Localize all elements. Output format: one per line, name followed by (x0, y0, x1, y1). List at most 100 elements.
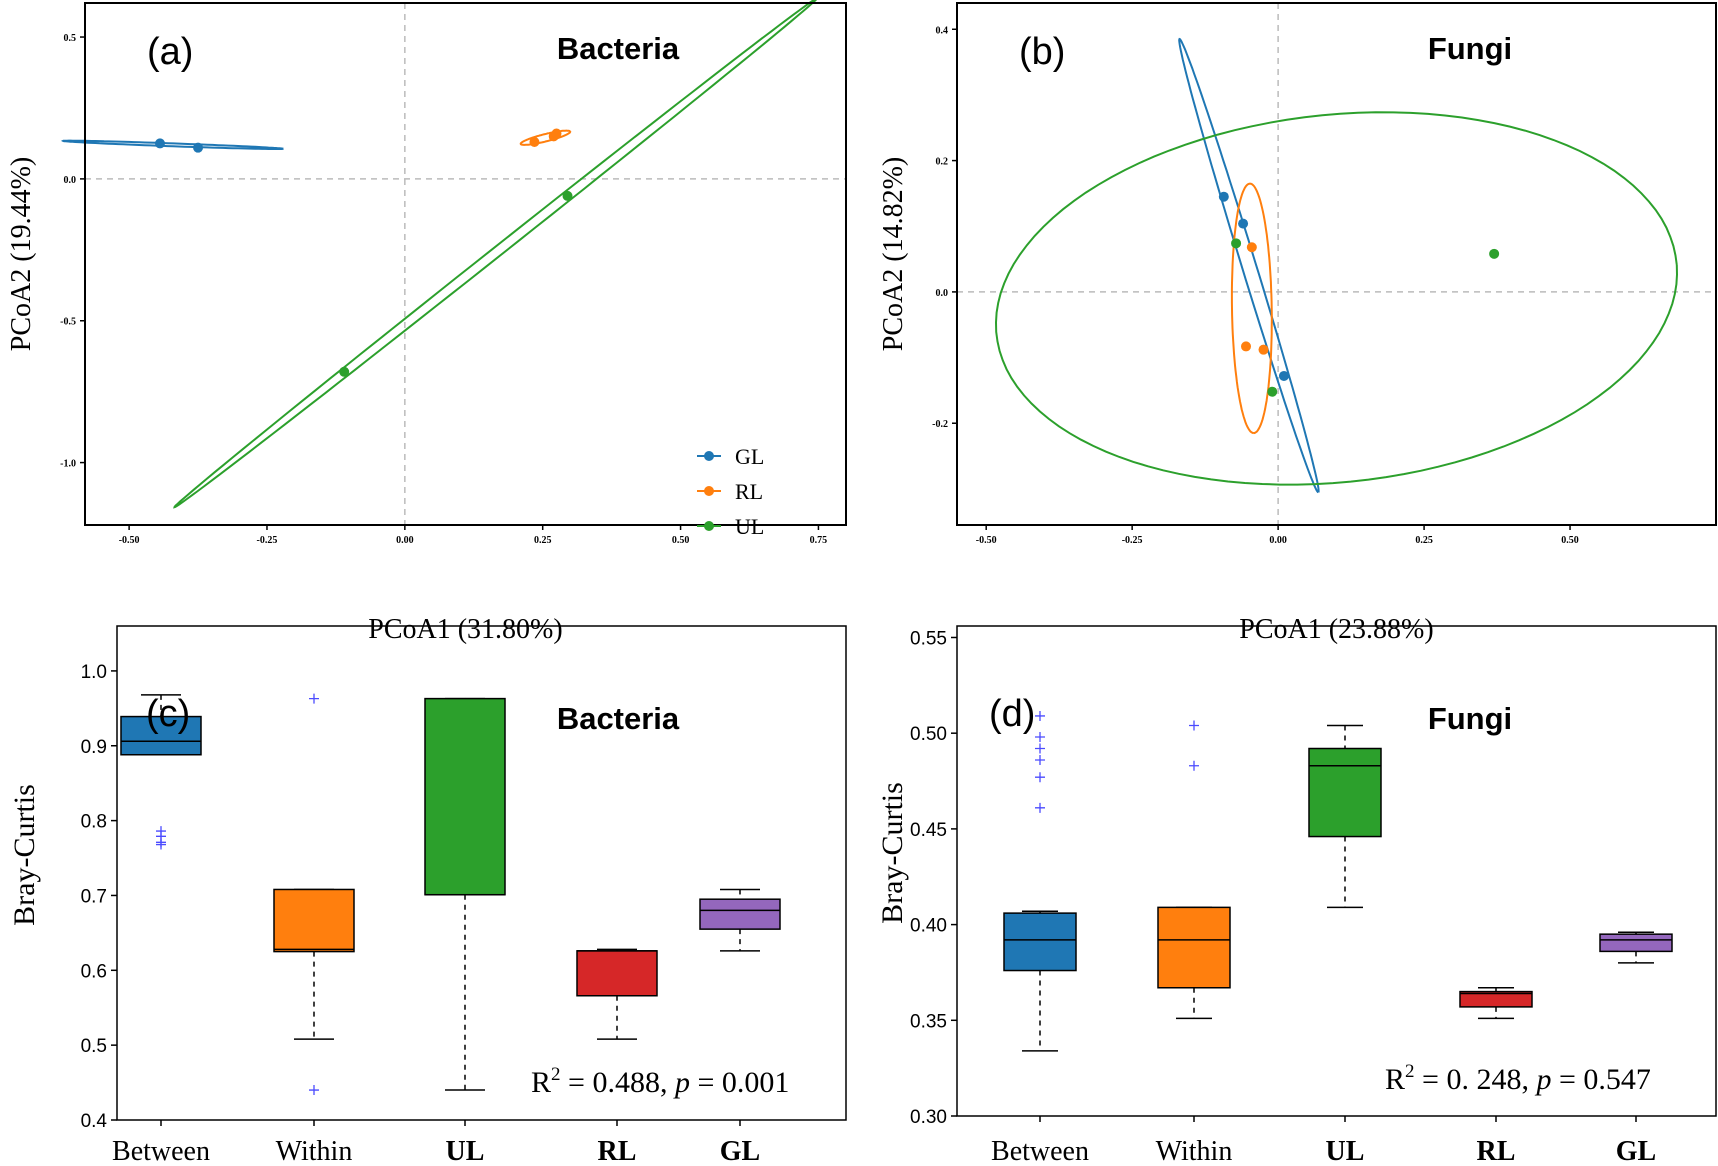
x-tick-label: 0.50 (1561, 535, 1579, 546)
x-category-label: RL (1477, 1136, 1516, 1166)
box-rl (576, 950, 658, 997)
x-tick-label: -0.50 (119, 535, 140, 546)
x-category-label: RL (598, 1136, 637, 1166)
y-tick-label: -0.2 (932, 419, 948, 430)
outlier-marker (156, 839, 166, 850)
y-tick-label: 0.45 (910, 820, 947, 841)
panel-label: (b) (1019, 31, 1065, 73)
box-gl (699, 898, 781, 930)
y-tick-label: 0.9 (81, 737, 107, 758)
x-category-label: Within (276, 1136, 353, 1166)
legend-marker-ul (704, 521, 714, 531)
outlier-marker (1035, 743, 1045, 754)
outlier-marker (309, 693, 319, 704)
box-within (1157, 906, 1231, 989)
box-between (120, 715, 202, 756)
y-axis-title: PCoA2 (14.82%) (878, 157, 909, 351)
point-ul (1489, 248, 1500, 259)
outlier-marker (1189, 720, 1199, 731)
point-rl (551, 128, 562, 139)
panel-title: Fungi (1428, 31, 1512, 66)
box-between (1003, 912, 1077, 972)
x-category-label: Within (1156, 1136, 1233, 1166)
r-squared-value: 0. 248 (1446, 1063, 1521, 1096)
point-gl (1218, 191, 1229, 202)
panel-c: Between Within UL RL GL 0.4 0.5 0.6 0.7 0.8 0.9 1.0… (8, 625, 847, 1166)
point-rl (1241, 341, 1252, 352)
y-tick-label: 1.0 (81, 662, 107, 683)
outlier-marker (309, 1085, 319, 1096)
point-ul (562, 190, 573, 201)
x-tick-label: -0.25 (257, 535, 278, 546)
p-value: 0.001 (722, 1066, 790, 1099)
y-tick-label: 0.0 (64, 175, 77, 186)
outlier-marker (1035, 710, 1045, 721)
outlier-marker (1035, 802, 1045, 813)
stats-annotation: R2 = 0. 248, p = 0.547 (1385, 1061, 1651, 1096)
confidence-ellipse-rl (519, 129, 572, 146)
y-tick-label: 0.6 (81, 961, 107, 982)
box-ul (424, 697, 506, 896)
x-tick-label: 0.25 (1415, 535, 1433, 546)
point-gl (1278, 370, 1289, 381)
point-rl (1258, 344, 1269, 355)
point-ul (1267, 386, 1278, 397)
y-axis-title: Bray-Curtis (876, 782, 909, 924)
x-category-label: GL (1616, 1136, 1656, 1166)
point-ul (339, 366, 350, 377)
legend-label-rl: RL (735, 479, 763, 504)
x-tick-label: 0.00 (1269, 535, 1287, 546)
panel-label: (a) (147, 31, 193, 73)
box-rl (1459, 990, 1533, 1008)
x-axis-title: PCoA1 (31.80%) (368, 614, 562, 645)
point-rl (1246, 242, 1257, 253)
x-tick-label: -0.25 (1122, 535, 1143, 546)
legend-marker-rl (704, 486, 714, 496)
y-tick-label: -0.5 (60, 317, 76, 328)
y-tick-label: 0.8 (81, 812, 107, 833)
plot-frame (956, 2, 1717, 526)
x-category-label: Between (112, 1136, 210, 1166)
confidence-ellipse-ul (173, 0, 818, 509)
panel-title: Bacteria (557, 31, 680, 66)
y-tick-label: 0.55 (910, 628, 947, 649)
y-tick-label: 0.40 (910, 916, 947, 937)
stats-annotation: R2 = 0.488, p = 0.001 (531, 1064, 789, 1099)
y-axis-title: Bray-Curtis (8, 784, 41, 926)
legend-label-ul: UL (735, 514, 764, 539)
y-tick-label: 0.50 (910, 724, 947, 745)
y-tick-label: 0.35 (910, 1011, 947, 1032)
x-tick-label: 0.25 (534, 535, 552, 546)
x-category-label: Between (991, 1136, 1089, 1166)
x-category-label: UL (1326, 1136, 1365, 1166)
point-gl (193, 142, 204, 153)
outlier-marker (1189, 760, 1199, 771)
y-tick-label: 0.5 (64, 33, 77, 44)
point-gl (154, 138, 165, 149)
y-tick-label: 0.4 (936, 25, 949, 36)
y-tick-label: 0.0 (936, 288, 949, 299)
panel-d: Between Within UL RL GL 0.30 0.35 0.40 0.45 0.50 0… (876, 625, 1717, 1166)
outlier-marker (1035, 732, 1045, 743)
box-ul (1308, 747, 1382, 838)
x-axis-title: PCoA1 (23.88%) (1239, 614, 1433, 645)
p-value: 0.547 (1583, 1063, 1651, 1096)
box-gl (1599, 933, 1673, 953)
panel-title: Bacteria (557, 701, 680, 736)
panel-label: (d) (989, 693, 1035, 735)
point-rl (529, 137, 540, 148)
confidence-ellipse-rl (1230, 182, 1273, 435)
confidence-ellipse-gl (1178, 37, 1320, 494)
legend-marker-gl (704, 451, 714, 461)
box-within (273, 888, 355, 953)
x-tick-label: 0.00 (396, 535, 414, 546)
point-ul (1231, 238, 1242, 249)
x-tick-label: 0.75 (810, 535, 828, 546)
y-tick-label: 0.5 (81, 1036, 107, 1057)
plot-frame (116, 625, 847, 1121)
outlier-marker (1035, 772, 1045, 783)
y-tick-label: 0.4 (81, 1111, 108, 1132)
r-squared-value: 0.488 (592, 1066, 660, 1099)
panel-a: -0.50 -0.25 0.00 0.25 0.50 0.75 0.5 0.0 -0.5 -1.0… (6, 0, 847, 645)
